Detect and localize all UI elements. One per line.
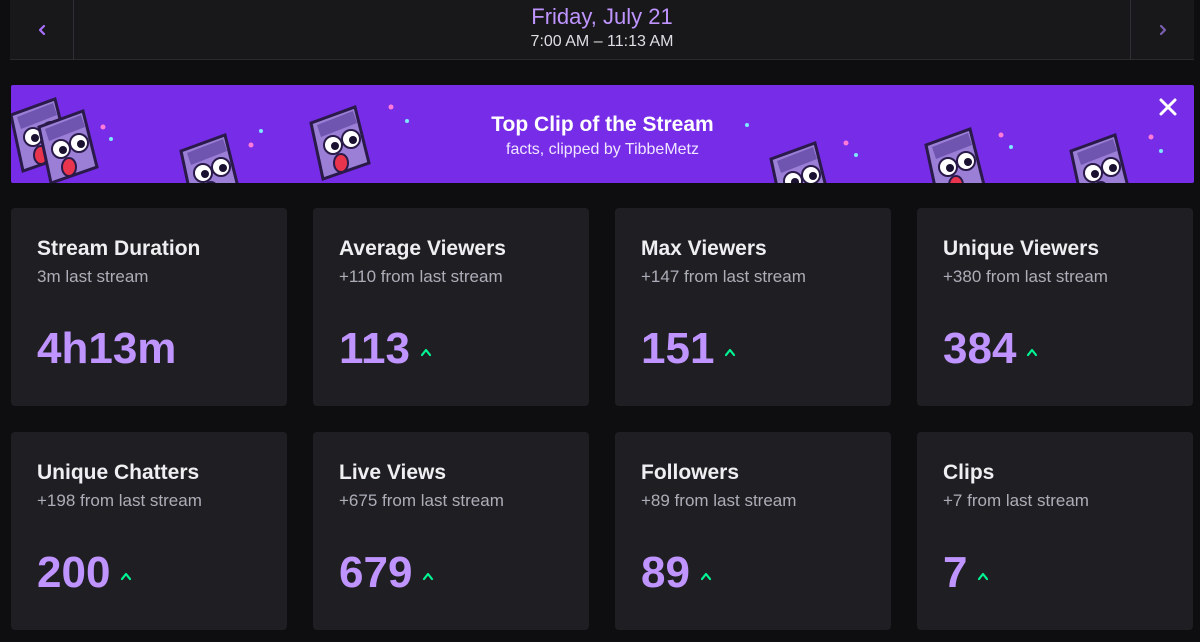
stat-title: Max Viewers — [641, 237, 767, 260]
stat-subtitle: +89 from last stream — [641, 491, 797, 510]
stat-title: Average Viewers — [339, 237, 506, 260]
stat-card-average-viewers: Average Viewers +110 from last stream 11… — [313, 208, 589, 406]
stat-value-row: 151 — [641, 324, 736, 374]
trend-up-icon — [978, 572, 989, 581]
stat-title: Clips — [943, 461, 995, 484]
stat-value-row: 89 — [641, 548, 712, 598]
stat-title: Live Views — [339, 461, 447, 484]
stat-card-unique-viewers: Unique Viewers +380 from last stream 384 — [917, 208, 1193, 406]
stat-subtitle: +147 from last stream — [641, 267, 806, 286]
close-icon[interactable] — [1156, 95, 1180, 119]
stat-subtitle: +110 from last stream — [339, 267, 503, 286]
stat-subtitle: 3m last stream — [37, 267, 149, 286]
stat-value-row: 7 — [943, 548, 989, 598]
clip-mascot-illustration — [11, 97, 1163, 183]
banner-title: Top Clip of the Stream — [491, 113, 714, 136]
stream-time-range: 7:00 AM – 11:13 AM — [530, 33, 674, 50]
chevron-right-icon — [1159, 24, 1166, 36]
stat-subtitle: +675 from last stream — [339, 491, 504, 510]
trend-up-icon — [725, 348, 736, 357]
stat-value-row: 200 — [37, 548, 132, 598]
stat-value-row: 384 — [943, 324, 1038, 374]
date-navigation: Friday, July 21 7:00 AM – 11:13 AM — [10, 0, 1194, 60]
stat-value: 89 — [641, 548, 690, 597]
stat-card-unique-chatters: Unique Chatters +198 from last stream 20… — [11, 432, 287, 630]
stat-value: 113 — [339, 324, 410, 373]
stat-card-live-views: Live Views +675 from last stream 679 — [313, 432, 589, 630]
trend-up-icon — [1027, 348, 1038, 357]
stat-card-followers: Followers +89 from last stream 89 — [615, 432, 891, 630]
stat-subtitle: +198 from last stream — [37, 491, 202, 510]
trend-up-icon — [121, 572, 132, 581]
chevron-left-icon — [38, 24, 45, 36]
stat-value-row: 113 — [339, 324, 432, 374]
stat-title: Stream Duration — [37, 237, 201, 260]
trend-up-icon — [420, 348, 432, 357]
stat-value-row: 679 — [339, 548, 434, 598]
stat-title: Unique Chatters — [37, 461, 200, 484]
stat-value: 7 — [943, 548, 968, 597]
stream-date: Friday, July 21 — [531, 4, 673, 29]
banner-subtitle: facts, clipped by TibbeMetz — [506, 141, 699, 158]
stat-subtitle: +7 from last stream — [943, 491, 1089, 510]
stat-value: 679 — [339, 548, 413, 597]
stat-card-max-viewers: Max Viewers +147 from last stream 151 — [615, 208, 891, 406]
stat-value-row: 4h13m — [37, 324, 176, 374]
stat-title: Followers — [641, 461, 740, 484]
stat-value: 4h13m — [37, 324, 177, 373]
stat-value: 384 — [943, 324, 1017, 373]
date-display: Friday, July 21 7:00 AM – 11:13 AM — [73, 0, 1131, 60]
stat-card-stream-duration: Stream Duration 3m last stream 4h13m — [11, 208, 287, 406]
banner-text: Top Clip of the Stream facts, clipped by… — [11, 112, 1194, 160]
stat-value: 151 — [641, 324, 715, 373]
top-clip-banner[interactable]: Top Clip of the Stream facts, clipped by… — [11, 85, 1194, 183]
previous-stream-button[interactable] — [10, 0, 74, 60]
next-stream-button[interactable] — [1130, 0, 1194, 60]
stat-value: 200 — [37, 548, 111, 597]
trend-up-icon — [700, 572, 712, 581]
stat-subtitle: +380 from last stream — [943, 267, 1108, 286]
stat-title: Unique Viewers — [943, 237, 1100, 260]
trend-up-icon — [423, 572, 434, 581]
stat-card-clips: Clips +7 from last stream 7 — [917, 432, 1193, 630]
